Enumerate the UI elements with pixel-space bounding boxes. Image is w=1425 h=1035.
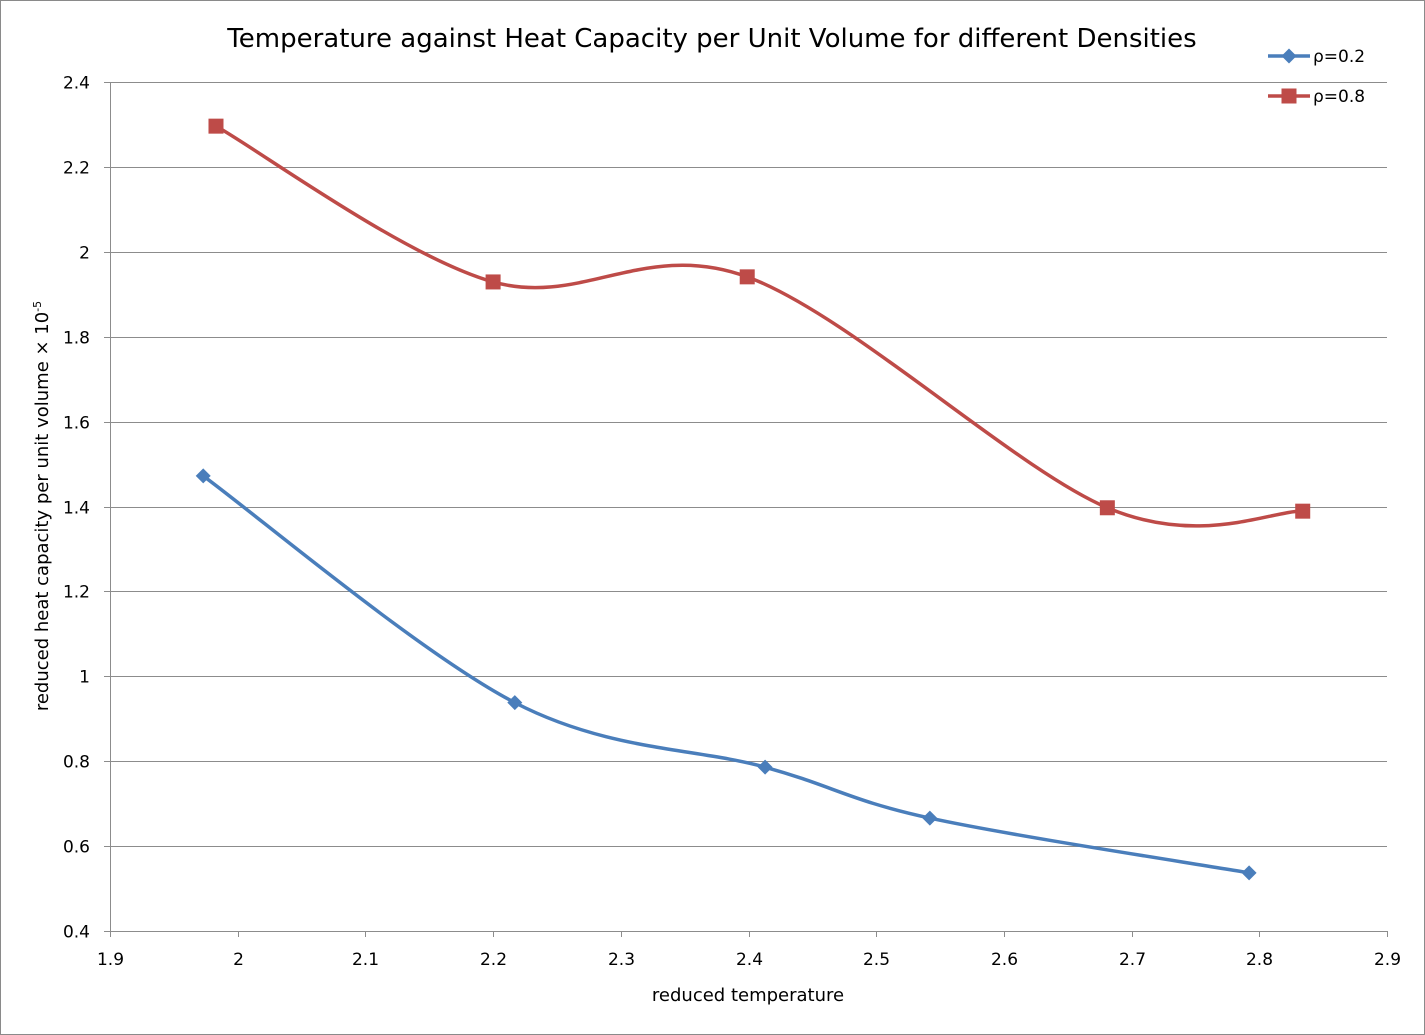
series-rho-0-2 [195,468,1257,881]
y-axis-label: reduced heat capacity per unit volume × … [31,301,53,711]
x-tick-label: 2.6 [991,950,1018,970]
x-tick-label: 2.5 [863,950,890,970]
x-tick-label: 2.4 [736,950,763,970]
y-tick-label: 1.4 [63,499,90,519]
data-point-rho-0-2 [507,695,523,711]
y-tick-label: 1 [79,668,90,688]
y-tick-label: 0.4 [63,923,90,943]
x-axis-label: reduced temperature [652,985,844,1006]
legend-label-rho-0-8: ρ=0.8 [1313,87,1365,107]
x-tick-label: 2.1 [352,950,379,970]
x-tick-label: 2.7 [1119,950,1146,970]
series-line-rho-0-2 [201,474,1251,875]
data-point-rho-0-2 [1241,865,1257,881]
data-point-rho-0-2 [922,810,938,826]
x-tick-label: 2.8 [1246,950,1273,970]
data-point-rho-0-8 [208,118,224,134]
gridlines [110,82,1387,847]
axes: 0.4 0.6 0.8 1 1.2 1.4 1.6 1.8 2 2.2 2.4 1.9 2 2.1 2.2 2… [63,74,1401,971]
data-point-rho-0-2 [757,759,773,775]
series-layer [195,118,1311,881]
legend: ρ=0.2 ρ=0.8 [1268,47,1365,107]
y-tick-label: 2.4 [63,74,90,94]
legend-entry-rho-0-2: ρ=0.2 [1268,47,1365,67]
data-point-rho-0-8 [485,274,501,290]
series-rho-0-8 [208,118,1311,528]
y-tick-label: 1.2 [63,583,90,603]
y-tick-label: 1.8 [63,329,90,349]
x-tick-label: 2.9 [1374,950,1401,970]
data-point-rho-0-8 [1295,503,1311,519]
legend-marker-rho-0-8 [1281,88,1297,104]
x-tick-label: 1.9 [97,950,124,970]
x-tick-label: 2.3 [608,950,635,970]
y-axis-label-main: reduced heat capacity per unit volume × … [32,312,53,711]
data-point-rho-0-2 [195,468,211,484]
chart-title: Temperature against Heat Capacity per Un… [226,24,1196,54]
legend-marker-rho-0-2 [1281,48,1297,64]
y-tick-label: 0.8 [63,753,90,773]
x-tick-label: 2.2 [480,950,507,970]
y-tick-label: 2.2 [63,159,90,179]
legend-entry-rho-0-8: ρ=0.8 [1268,87,1365,107]
y-tick-label: 2 [79,244,90,264]
data-point-rho-0-8 [1099,500,1115,516]
y-axis-label-exponent: -5 [31,301,44,312]
y-tick-label: 1.6 [63,414,90,434]
legend-label-rho-0-2: ρ=0.2 [1313,47,1365,67]
data-point-rho-0-8 [739,269,755,285]
y-tick-label: 0.6 [63,838,90,858]
series-line-rho-0-8 [214,124,1305,528]
x-tick-label: 2 [233,950,244,970]
